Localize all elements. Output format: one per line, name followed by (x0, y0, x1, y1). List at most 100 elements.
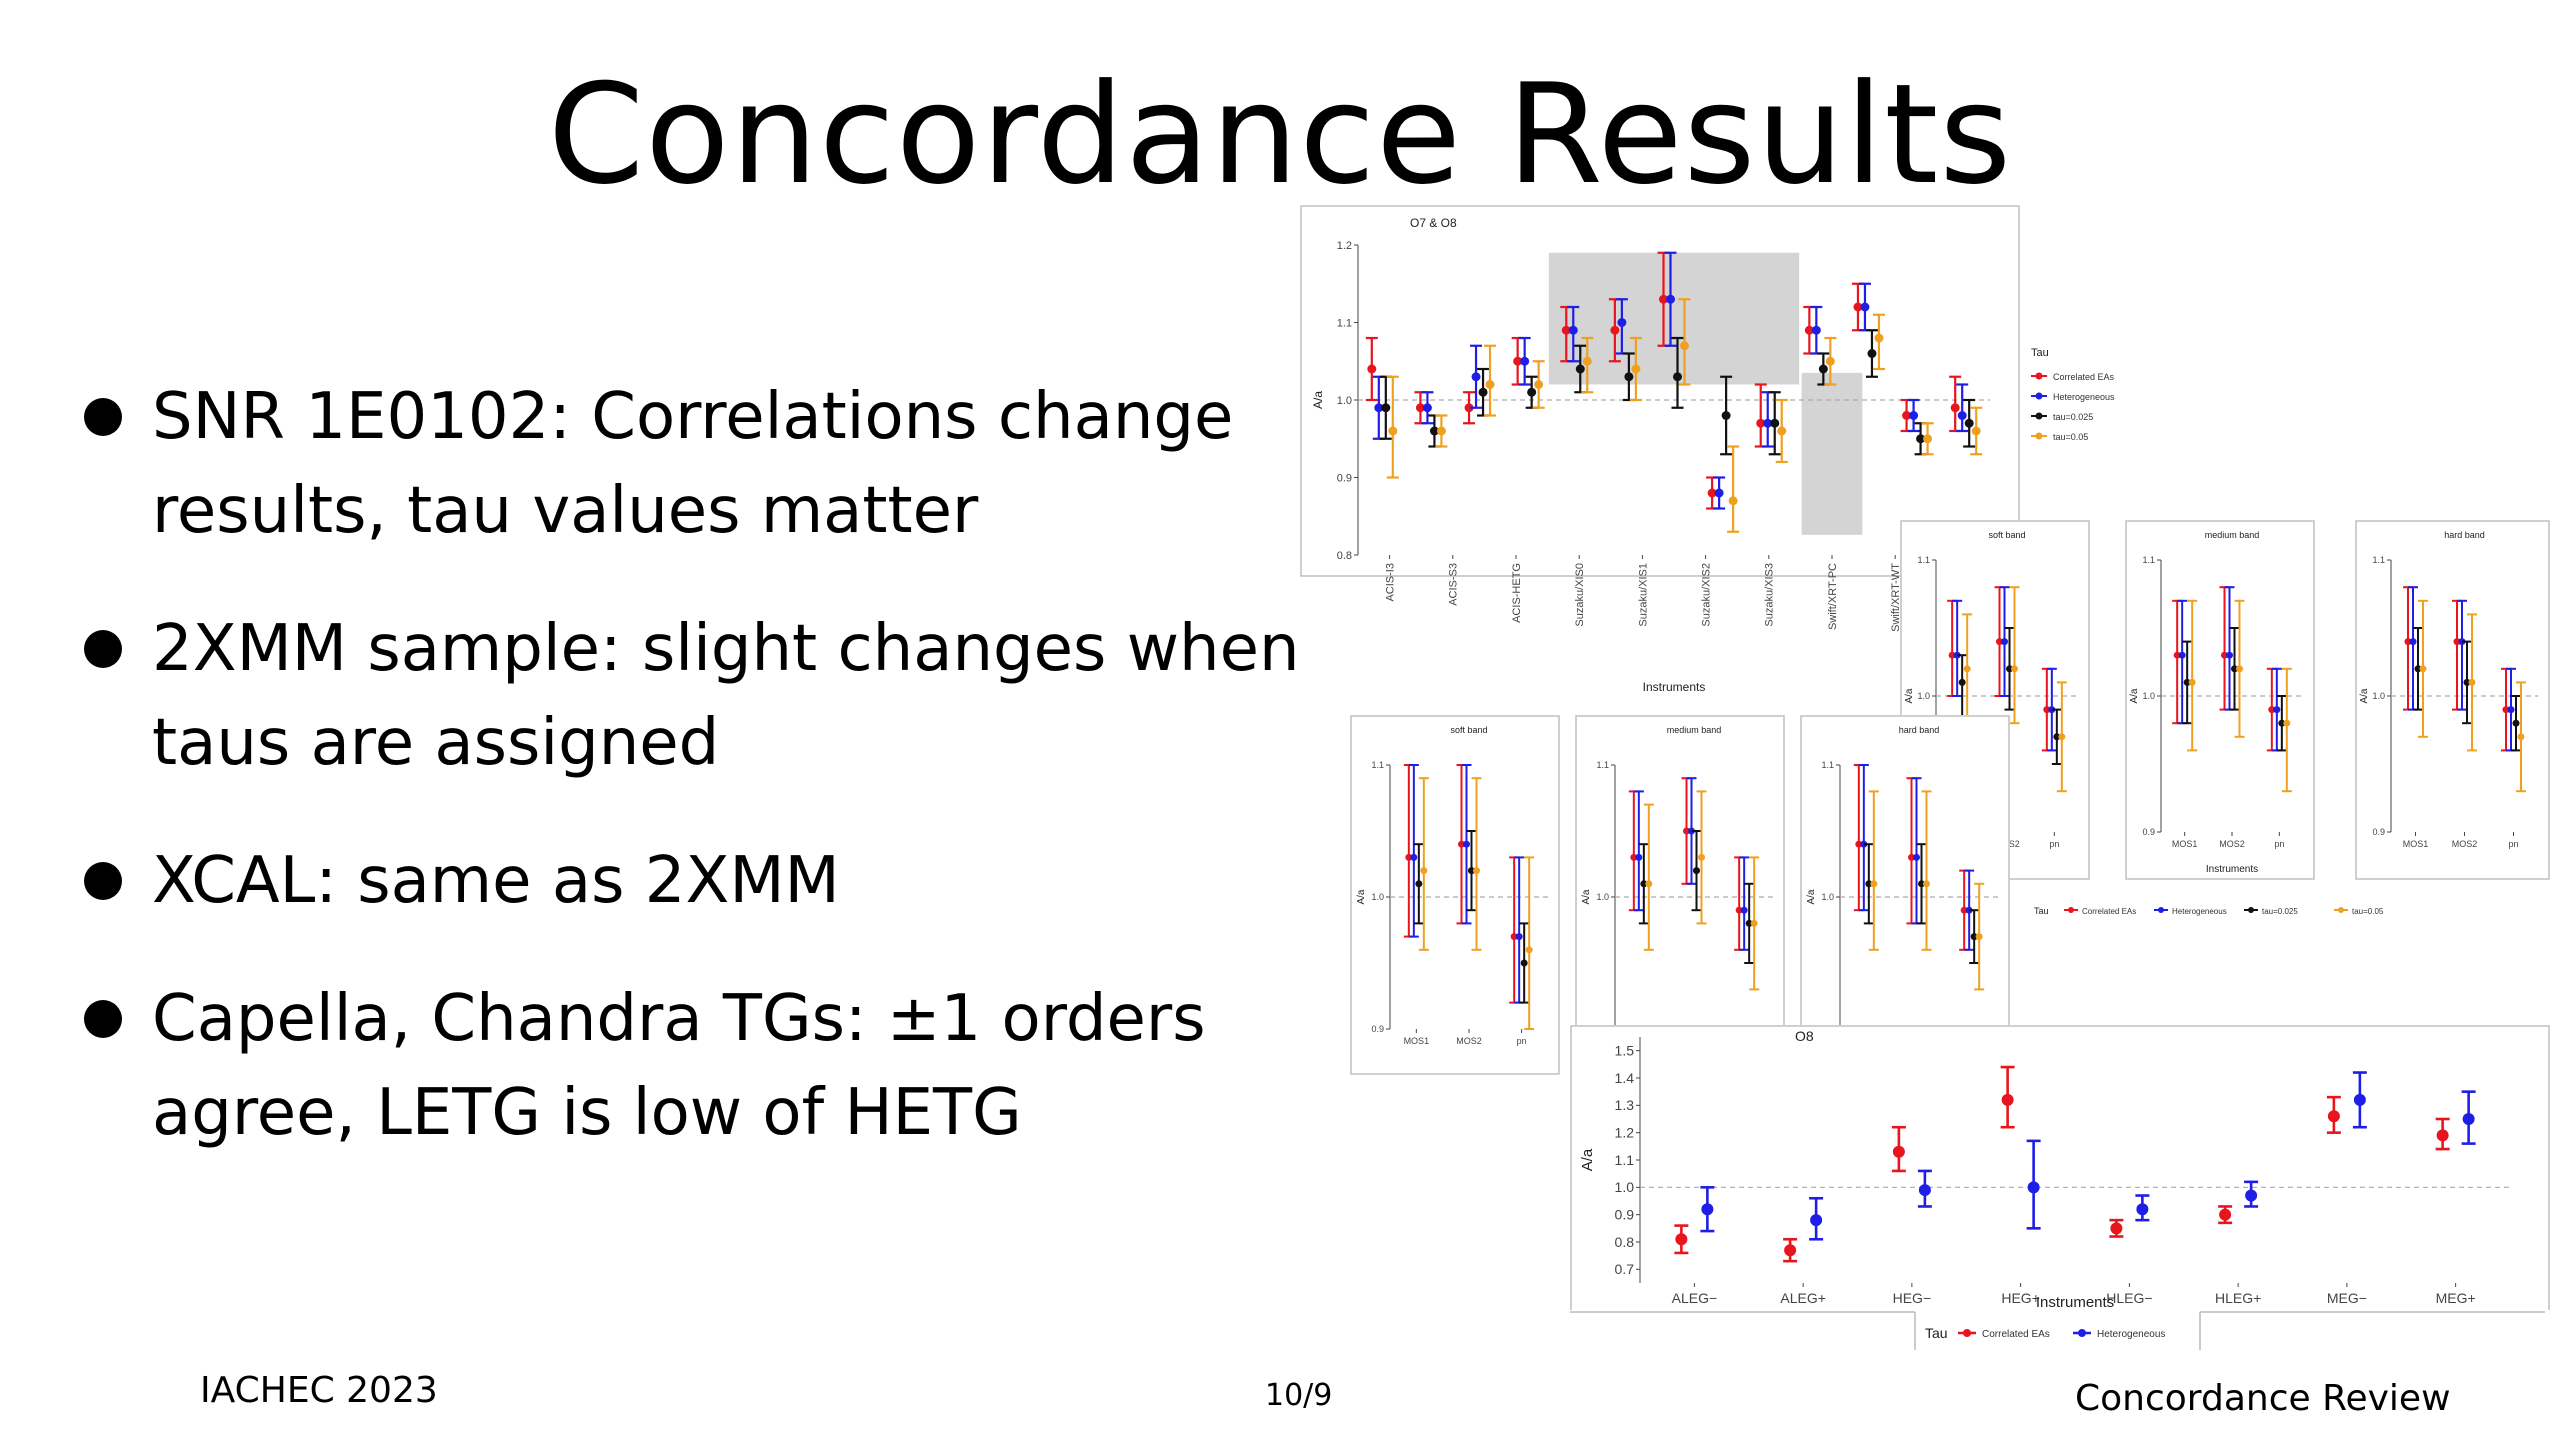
data-point (2468, 678, 2476, 686)
y-tick-label: 1.2 (1615, 1125, 1635, 1141)
data-point (1975, 933, 1983, 941)
data-point (1745, 919, 1753, 927)
legend-swatch-dot (2158, 907, 2164, 913)
bullet-dot-icon (84, 862, 122, 900)
y-axis-label: A/a (2129, 688, 2140, 703)
data-point (1908, 853, 1915, 861)
data-point (2110, 1222, 2123, 1235)
data-point (1874, 333, 1884, 343)
data-point (1468, 867, 1475, 875)
chart-frame (1570, 1025, 2550, 1355)
data-point (2048, 706, 2056, 714)
x-tick-label: Swift/XRT-PC (1827, 563, 1839, 630)
data-point (1777, 426, 1787, 436)
data-point (1909, 411, 1919, 420)
data-point (1388, 426, 1398, 436)
y-tick-label: 1.4 (1615, 1070, 1635, 1086)
data-point (2001, 638, 2008, 646)
legend-label: tau=0.025 (2053, 412, 2093, 422)
data-point (1770, 418, 1780, 428)
data-point (1950, 403, 1960, 413)
data-point (1415, 880, 1423, 888)
data-point (1405, 853, 1413, 861)
data-point (1635, 853, 1643, 861)
data-point (2414, 665, 2422, 673)
bullet-dot-icon (84, 398, 122, 436)
bullet-dot-icon (84, 1000, 122, 1038)
y-tick-label: 1.0 (2142, 691, 2155, 701)
shaded-region (1801, 372, 1863, 535)
data-point (1721, 411, 1731, 420)
legend-label: tau=0.05 (2352, 907, 2384, 916)
data-point (2463, 678, 2471, 686)
data-point (1458, 840, 1465, 848)
data-point (2043, 706, 2051, 714)
y-tick-label: 1.1 (2372, 555, 2385, 565)
data-point (1804, 325, 1814, 335)
data-point (1916, 434, 1926, 444)
bullet-text: SNR 1E0102: Correlations change (152, 380, 1234, 454)
x-tick-label: ACIS-S3 (1448, 563, 1460, 606)
legend-2xmm: Tau Correlated EAs Heterogeneous tau=0.025 t… (2030, 895, 2450, 925)
legend-swatch-dot (2248, 907, 2254, 913)
data-point (2027, 1181, 2040, 1194)
legend-label: Correlated EAs (2053, 372, 2115, 382)
legend-swatch-dot (2035, 432, 2043, 440)
data-point (1953, 651, 1961, 659)
data-point (1640, 880, 1648, 888)
legend-label: tau=0.025 (2262, 907, 2298, 916)
data-point (2419, 665, 2427, 673)
data-point (1825, 356, 1835, 366)
y-axis-label: A/a (1579, 1148, 1596, 1171)
data-point (2517, 733, 2525, 741)
data-point (2188, 678, 2196, 686)
footer-right: Concordance Review (2075, 1378, 2451, 1419)
y-tick-label: 0.9 (1615, 1207, 1635, 1223)
y-tick-label: 1.1 (1821, 760, 1834, 770)
legend-title: Tau (2031, 347, 2049, 359)
data-point (1561, 325, 1571, 335)
data-point (1693, 867, 1700, 875)
data-point (1964, 418, 1974, 428)
chart-title: hard band (2444, 530, 2485, 540)
data-point (1473, 867, 1480, 875)
bullet-list: SNR 1E0102: Correlations change results,… (70, 370, 1310, 1204)
data-point (1429, 426, 1439, 436)
data-point (1513, 356, 1523, 366)
bullet-dot-icon (84, 630, 122, 668)
x-tick-label: Suzaku/XIS3 (1764, 563, 1776, 627)
y-tick-label: 1.1 (2142, 555, 2155, 565)
data-point (2502, 706, 2510, 714)
slide-title: Concordance Results (547, 54, 2013, 215)
legend-label: Heterogeneous (2053, 392, 2115, 402)
x-tick-label: MOS2 (2452, 839, 2478, 849)
data-point (2006, 665, 2013, 673)
y-tick-label: 1.0 (2372, 691, 2385, 701)
y-tick-label: 1.0 (1371, 892, 1384, 902)
data-point (1631, 364, 1641, 374)
data-point (2236, 665, 2243, 673)
y-axis-label: A/a (1311, 391, 1325, 409)
data-point (1728, 496, 1738, 506)
y-tick-label: 1.1 (1917, 555, 1930, 565)
legend-swatch-dot (2078, 1329, 2086, 1337)
data-point (2278, 719, 2286, 727)
y-tick-label: 1.1 (1337, 317, 1352, 329)
data-point (1763, 418, 1773, 428)
data-point (1902, 411, 1912, 420)
data-point (1698, 853, 1705, 861)
data-point (1415, 403, 1425, 413)
data-point (1948, 651, 1956, 659)
x-tick-label: MOS1 (2172, 839, 2198, 849)
data-point (2245, 1189, 2258, 1202)
data-point (1963, 665, 1971, 673)
data-point (1478, 387, 1488, 397)
y-tick-label: 1.0 (1821, 892, 1834, 902)
data-point (1645, 880, 1653, 888)
data-point (2001, 1093, 2014, 1106)
data-point (1750, 919, 1758, 927)
data-point (1666, 294, 1675, 304)
data-point (1410, 853, 1418, 861)
x-tick-label: HLEG+ (2215, 1290, 2261, 1306)
